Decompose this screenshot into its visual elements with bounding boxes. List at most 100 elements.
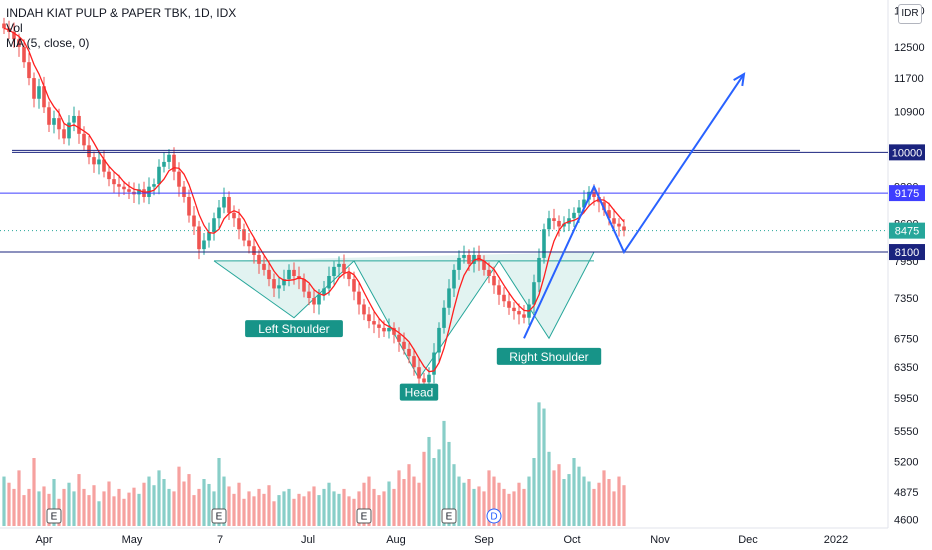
volume-bar xyxy=(272,501,276,526)
annotation-label: Head xyxy=(405,386,434,400)
volume-bar xyxy=(462,482,466,526)
earnings-marker[interactable]: E xyxy=(46,508,62,524)
price-tick-label: 12500 xyxy=(894,42,925,54)
earnings-marker[interactable]: E xyxy=(356,508,372,524)
candle-body xyxy=(302,279,306,292)
candle-body xyxy=(522,314,526,318)
volume-bar xyxy=(367,476,371,526)
candle-body xyxy=(457,257,461,270)
candle-body xyxy=(557,220,561,227)
candle-body xyxy=(577,207,581,213)
volume-bar xyxy=(102,491,106,526)
price-tag: 8475 xyxy=(889,222,925,239)
volume-bar xyxy=(537,402,541,526)
volume-bars xyxy=(2,402,626,526)
annotation-left-shoulder[interactable]: Left Shoulder xyxy=(245,320,343,338)
candle-body xyxy=(517,311,521,315)
volume-bar xyxy=(222,476,226,526)
volume-bar xyxy=(592,488,596,526)
volume-bar xyxy=(132,487,136,526)
volume-bar xyxy=(612,491,616,526)
volume-bar xyxy=(397,470,401,526)
candle-body xyxy=(187,196,191,216)
volume-bar xyxy=(177,466,181,526)
annotation-head[interactable]: Head xyxy=(399,383,439,401)
candle-body xyxy=(332,266,336,277)
projection-arrow[interactable] xyxy=(523,72,746,339)
volume-bar xyxy=(602,470,606,526)
volume-bar xyxy=(377,495,381,526)
candle-body xyxy=(402,341,406,349)
volume-bar xyxy=(532,458,536,526)
volume-bar xyxy=(92,485,96,526)
volume-bar xyxy=(52,479,56,526)
candle-body xyxy=(237,218,241,230)
candle-body xyxy=(287,269,291,280)
price-tick-label: 5550 xyxy=(894,426,918,438)
candle-body xyxy=(137,189,141,195)
candle-body xyxy=(342,263,346,273)
candle-body xyxy=(337,263,341,267)
candle-body xyxy=(162,161,166,167)
volume-bar xyxy=(287,488,291,526)
candle-body xyxy=(207,232,211,241)
dividend-marker[interactable]: D xyxy=(486,508,502,524)
candle-body xyxy=(432,352,436,375)
volume-indicator-label[interactable]: Vol xyxy=(6,21,23,35)
candle-body xyxy=(547,218,551,230)
horizontal-levels[interactable] xyxy=(0,149,888,253)
symbol-title[interactable]: INDAH KIAT PULP & PAPER TBK, 1D, IDX xyxy=(6,6,237,20)
candle-body xyxy=(582,199,586,208)
candle-body xyxy=(2,23,6,29)
earnings-marker[interactable]: E xyxy=(441,508,457,524)
candle-body xyxy=(172,154,176,172)
price-tick-label: 11700 xyxy=(894,73,924,85)
candle-body xyxy=(572,212,576,219)
volume-bar xyxy=(12,488,16,526)
volume-bar xyxy=(582,476,586,526)
volume-bar xyxy=(512,491,516,526)
candle-body xyxy=(97,159,101,165)
candle-body xyxy=(492,276,496,286)
volume-bar xyxy=(7,482,11,526)
candle-body xyxy=(232,212,236,219)
earnings-icon xyxy=(441,508,457,524)
time-tick-label: Nov xyxy=(650,534,670,546)
candle-body xyxy=(397,334,401,342)
volume-bar xyxy=(337,493,341,526)
candle-body xyxy=(47,107,51,125)
candle-body xyxy=(612,218,616,224)
currency-button[interactable]: IDR xyxy=(898,4,922,24)
candle-body xyxy=(362,304,366,315)
candle-body xyxy=(617,223,621,227)
candle-body xyxy=(27,62,31,79)
time-axis[interactable]: Apr May 7 Jul Aug Sep Oct Nov Dec 2022 xyxy=(35,534,848,546)
ma-indicator-label[interactable]: MA (5, close, 0) xyxy=(6,36,90,50)
time-tick-label: Jul xyxy=(301,534,315,546)
time-tick-label: Oct xyxy=(563,534,580,546)
time-tick-label: Apr xyxy=(35,534,52,546)
candle-body xyxy=(512,307,516,312)
earnings-marker[interactable]: E xyxy=(211,508,227,524)
annotation-right-shoulder[interactable]: Right Shoulder xyxy=(496,347,602,365)
earnings-icon xyxy=(211,508,227,524)
candle-body xyxy=(167,154,171,162)
candle-body xyxy=(607,210,611,219)
candle-body xyxy=(282,279,286,286)
candle-body xyxy=(487,269,491,277)
candle-body xyxy=(437,327,441,353)
price-tick-label: 4600 xyxy=(894,515,918,527)
projection-line[interactable] xyxy=(523,73,745,339)
volume-bar xyxy=(312,486,316,526)
pattern-annotations[interactable]: Left Shoulder Head Right Shoulder xyxy=(245,320,602,401)
volume-bar xyxy=(547,451,551,526)
price-axis[interactable]: 1350012500117001090010000930086007950735… xyxy=(894,5,925,526)
candle-body xyxy=(122,186,126,190)
volume-bar xyxy=(187,474,191,526)
candle-body xyxy=(542,229,546,258)
volume-bar xyxy=(122,498,126,526)
annotation-label: Left Shoulder xyxy=(258,322,329,336)
event-label: E xyxy=(446,512,453,523)
